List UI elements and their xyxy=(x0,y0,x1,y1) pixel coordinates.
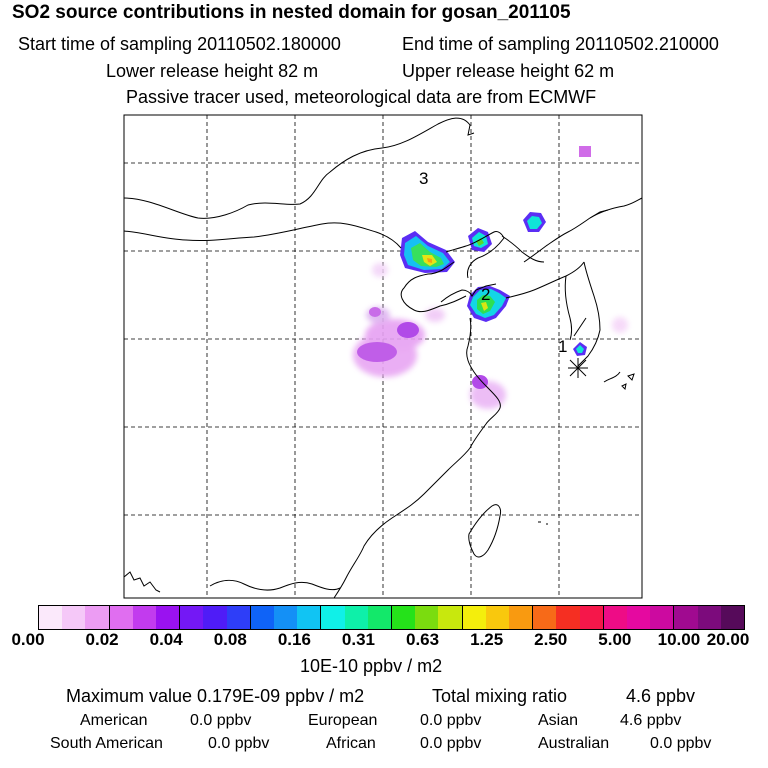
end-time: End time of sampling 20110502.210000 xyxy=(402,34,719,54)
region-asian-value: 4.6 ppbv xyxy=(620,712,682,729)
color-scale-swatch xyxy=(297,606,322,629)
start-time: Start time of sampling 20110502.180000 xyxy=(18,34,341,54)
color-scale-swatch xyxy=(509,606,534,629)
color-scale-swatch xyxy=(344,606,368,629)
region-african-name: African xyxy=(326,735,376,752)
color-scale-swatch xyxy=(274,606,298,629)
color-scale-tick-label: 0.04 xyxy=(149,630,183,649)
receptor-marker xyxy=(568,358,588,378)
color-scale-swatch xyxy=(579,606,604,629)
total-mixing-ratio-label: Total mixing ratio xyxy=(432,686,568,706)
color-scale-swatch xyxy=(156,606,181,629)
color-scale-swatch xyxy=(603,606,628,629)
color-scale-tick-label: 20.00 xyxy=(706,630,750,649)
color-scale-swatch xyxy=(697,606,721,629)
color-scale-swatch xyxy=(462,606,486,629)
color-scale-tick-label: 5.00 xyxy=(598,630,632,649)
color-scale-swatch xyxy=(438,606,463,629)
color-scale-swatch xyxy=(556,606,580,629)
color-scale-swatch xyxy=(650,606,675,629)
color-scale-tick-label: 10.00 xyxy=(657,630,701,649)
color-scale-swatch xyxy=(203,606,227,629)
region-american-name: American xyxy=(80,712,148,729)
color-scale-swatch xyxy=(674,606,698,629)
region-european-name: European xyxy=(308,712,378,729)
region-south-american-value: 0.0 ppbv xyxy=(208,735,270,752)
region-american-value: 0.0 ppbv xyxy=(190,712,252,729)
color-scale-swatch xyxy=(226,606,251,629)
region-african-value: 0.0 ppbv xyxy=(420,735,482,752)
color-scale-unit: 10E-10 ppbv / m2 xyxy=(300,656,443,676)
region-south-american-name: South American xyxy=(50,735,163,752)
color-scale-swatch xyxy=(485,606,510,629)
tracer-note: Passive tracer used, meteorological data… xyxy=(126,87,597,107)
upper-release-height: Upper release height 62 m xyxy=(402,61,615,81)
color-scale-swatch xyxy=(180,606,204,629)
color-scale-swatch xyxy=(62,606,86,629)
figure-title: SO2 source contributions in nested domai… xyxy=(12,2,571,23)
color-scale-swatch xyxy=(392,606,416,629)
region-australian-value: 0.0 ppbv xyxy=(650,735,712,752)
color-scale-swatch xyxy=(109,606,133,629)
color-scale-swatch xyxy=(720,606,745,629)
concentration-plumes xyxy=(353,146,628,409)
coastlines xyxy=(123,117,643,599)
color-scale-swatch xyxy=(321,606,345,629)
region-asian-name: Asian xyxy=(538,712,579,729)
source-label-3: 3 xyxy=(419,169,428,188)
color-scale-tick-label: 0.63 xyxy=(405,630,440,649)
color-scale-swatch xyxy=(627,606,651,629)
lower-release-height: Lower release height 82 m xyxy=(106,61,319,81)
color-scale-swatch xyxy=(39,606,63,629)
color-scale-swatch xyxy=(533,606,557,629)
color-scale-tick-label: 2.50 xyxy=(534,630,568,649)
color-scale-tick-label: 0.02 xyxy=(85,630,119,649)
color-scale-swatch xyxy=(85,606,110,629)
color-scale-bar xyxy=(38,605,745,630)
color-scale-tick-label: 0.00 xyxy=(11,630,45,649)
color-scale-tick-label: 0.31 xyxy=(341,630,375,649)
color-scale-swatch xyxy=(132,606,157,629)
color-scale-swatch xyxy=(415,606,439,629)
color-scale-tick-label: 1.25 xyxy=(470,630,504,649)
source-label-1: 1 xyxy=(558,337,567,356)
color-scale-swatch xyxy=(250,606,275,629)
color-scale-swatch xyxy=(367,606,393,629)
region-european-value: 0.0 ppbv xyxy=(420,712,482,729)
maximum-value: Maximum value 0.179E-09 ppbv / m2 xyxy=(66,686,365,706)
color-scale-tick-label: 0.08 xyxy=(213,630,247,649)
map-panel: 3 2 1 xyxy=(123,114,643,599)
color-scale-tick-label: 0.16 xyxy=(277,630,311,649)
region-australian-name: Australian xyxy=(538,735,610,752)
total-mixing-ratio-value: 4.6 ppbv xyxy=(626,686,696,706)
source-label-2: 2 xyxy=(481,285,490,304)
